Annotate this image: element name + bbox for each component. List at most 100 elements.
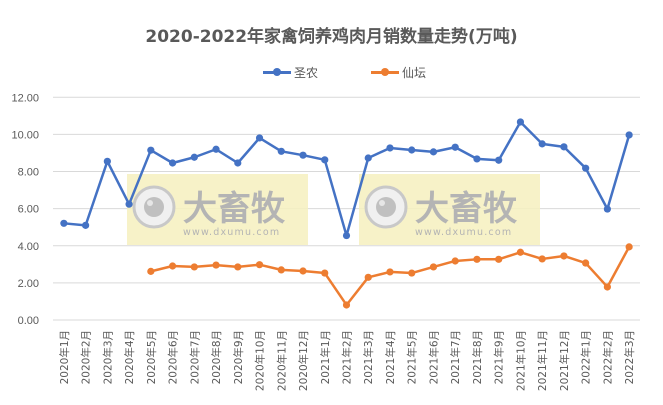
data-point [147,146,155,154]
data-point [82,221,90,229]
data-point [299,151,307,159]
y-tick-label: 12.00 [11,92,39,104]
data-point [560,143,568,151]
data-point [364,154,372,162]
data-point [408,269,416,277]
data-point [212,145,220,153]
x-tick-label: 2021年1月 [319,330,332,384]
legend-label: 圣农 [294,65,319,80]
x-tick-label: 2020年12月 [297,330,310,391]
data-point [495,156,503,164]
x-tick-label: 2021年10月 [514,330,527,391]
data-point [451,143,459,151]
x-tick-label: 2021年2月 [341,330,354,384]
y-tick-label: 2.00 [18,278,39,290]
data-point [60,219,68,227]
x-tick-label: 2021年11月 [536,330,549,391]
x-tick-label: 2021年8月 [471,330,484,384]
data-point [495,255,503,263]
data-point [234,159,242,167]
data-point [560,252,568,260]
x-tick-label: 2021年5月 [406,330,419,384]
data-point [277,147,285,155]
data-point [234,263,242,271]
x-tick-label: 2021年6月 [427,330,440,384]
legend-swatch-blue [263,68,291,76]
legend-swatch-orange [371,68,399,76]
chart-title: 2020-2022年家禽饲养鸡肉月销数量走势(万吨) [145,27,518,47]
data-point [451,257,459,265]
data-point [168,262,177,270]
x-tick-label: 2020年2月 [80,330,93,384]
data-point [429,263,438,271]
data-point [538,140,546,148]
x-tick-label: 2020年10月 [254,330,267,391]
data-point [603,205,611,213]
data-point [603,283,611,291]
x-tick-label: 2020年6月 [167,330,180,384]
series-1 [147,243,633,309]
x-tick-label: 2021年4月 [384,330,397,384]
data-point [473,255,481,263]
data-point [255,261,264,269]
x-tick-label: 2020年1月 [58,330,71,384]
x-axis: 2020年1月 2020年2月 2020年3月 2020年4月 2020年5月 2020年… [58,330,636,391]
x-tick-label: 2020年5月 [145,330,158,384]
data-point [321,156,329,164]
data-point [342,301,351,309]
x-tick-label: 2020年7月 [188,330,201,384]
data-point [386,144,394,152]
data-point [277,266,285,274]
y-axis: 0.00 2.00 4.00 6.00 8.00 10.00 12.00 [11,92,39,327]
data-point [429,148,438,156]
data-point [212,261,220,269]
gridlines [53,96,640,321]
x-tick-label: 2022年2月 [601,330,614,384]
watermark-brand: 大畜牧 [183,189,286,229]
series-0 [60,118,633,240]
data-point [582,259,590,267]
data-point [125,200,133,208]
y-tick-label: 10.00 [11,129,39,141]
x-tick-label: 2022年3月 [623,330,636,384]
x-tick-label: 2021年9月 [493,330,506,384]
data-point [625,131,633,139]
x-tick-label: 2021年7月 [449,330,462,384]
data-point [103,157,111,165]
legend-label: 仙坛 [402,65,427,80]
x-tick-label: 2021年3月 [362,330,375,384]
x-tick-label: 2020年4月 [123,330,136,384]
watermark-brand: 大畜牧 [415,189,518,229]
x-tick-label: 2021年12月 [558,330,571,391]
series-line [150,246,631,307]
y-tick-label: 6.00 [18,204,39,216]
legend: 圣农 仙坛 [0,63,663,81]
x-tick-label: 2020年9月 [232,330,245,384]
data-point [582,164,590,172]
y-tick-label: 4.00 [18,241,39,253]
data-point [386,268,394,276]
x-tick-label: 2020年8月 [210,330,223,384]
data-point [255,134,264,142]
data-point [538,255,546,263]
data-point [516,118,525,126]
y-tick-label: 8.00 [18,167,39,179]
data-point [473,155,481,163]
watermark-url: www.dxumu.com [415,227,512,238]
data-point [190,153,198,161]
data-point [408,146,416,154]
legend-item-series-1: 仙坛 [371,63,426,81]
data-point [147,267,155,275]
watermark-url: www.dxumu.com [183,227,280,238]
legend-item-series-0: 圣农 [263,63,318,81]
y-tick-label: 0.00 [18,315,39,327]
data-point [190,263,198,271]
series-lines [60,118,633,309]
data-point [516,248,525,256]
x-tick-label: 2022年1月 [580,330,593,384]
data-point [321,269,329,277]
